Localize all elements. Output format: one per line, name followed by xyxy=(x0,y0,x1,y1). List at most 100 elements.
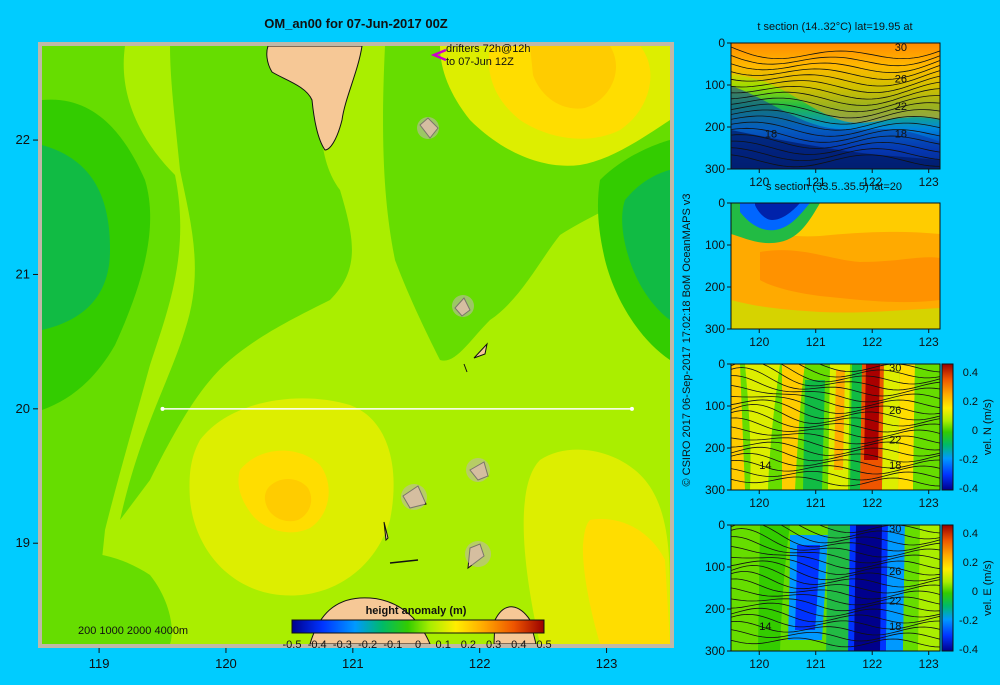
vn-section-panel: 30 26 22 18 14 120 121 122 123 0 100 200 300 0.4 0.2… xyxy=(705,357,994,510)
colorbar-tick-label: -0.2 xyxy=(959,454,978,466)
section-y-tick-label: 200 xyxy=(705,280,725,294)
vn-colorbar-ticks: 0.4 0.2 0 -0.2 -0.4 xyxy=(959,367,978,495)
section-y-tick-label: 100 xyxy=(705,399,725,413)
section-x-tick-label: 121 xyxy=(806,335,826,349)
s-section-panel: s section (33.5..35.5) lat=20 120 121 122 1… xyxy=(705,181,941,349)
section-x-tick-label: 122 xyxy=(862,175,882,189)
vn-section-contour-labels: 30 26 22 18 14 xyxy=(759,362,901,471)
colorbar-tick-label: 0.4 xyxy=(963,528,978,540)
colorbar-tick-label: 0.5 xyxy=(536,639,551,651)
credit-text: © CSIRO 2017 06-Sep-2017 17:02:18 BoM Oc… xyxy=(681,193,693,486)
vn-colorbar xyxy=(941,363,954,491)
contour-label: 22 xyxy=(889,596,901,608)
map-x-tick-label: 121 xyxy=(342,656,364,671)
section-x-tick-label: 123 xyxy=(919,496,939,510)
t-section-contour-labels: 30 26 22 18 18 xyxy=(765,42,907,140)
colorbar-tick-label: -0.3 xyxy=(333,639,352,651)
contour-label: 18 xyxy=(889,460,901,472)
contour-label: 18 xyxy=(889,621,901,633)
contour-label: 30 xyxy=(889,362,901,374)
section-y-tick-label: 100 xyxy=(705,560,725,574)
drifter-track xyxy=(430,48,447,62)
map-x-tick-label: 119 xyxy=(89,656,110,671)
section-x-tick-label: 120 xyxy=(749,657,769,671)
contour-label: 22 xyxy=(895,101,907,113)
section-x-tick-label: 122 xyxy=(862,496,882,510)
map-x-tick-label: 120 xyxy=(215,656,237,671)
map-y-tick-label: 19 xyxy=(16,535,30,550)
contour-label: 30 xyxy=(895,42,907,54)
colorbar-tick-label: 0.3 xyxy=(486,639,501,651)
t-section-panel: t section (14..32°C) lat=19.95 at 30 26 22… xyxy=(705,21,941,189)
map-y-tick-label: 22 xyxy=(16,132,30,147)
colorbar-tick-label: 0.4 xyxy=(963,367,978,379)
colorbar-tick-label: 0 xyxy=(415,639,421,651)
colorbar-tick-label: 0 xyxy=(972,586,978,598)
section-x-tick-label: 121 xyxy=(806,175,826,189)
colorbar-tick-label: -0.1 xyxy=(383,639,402,651)
section-y-tick-label: 0 xyxy=(718,196,725,210)
map-panel: 119 120 121 122 123 19 20 21 22 drifters 72h@12h… xyxy=(16,16,674,671)
colorbar-tick-label: -0.4 xyxy=(959,483,978,495)
colorbar-tick-label: 0.2 xyxy=(963,396,978,408)
section-x-tick-label: 122 xyxy=(862,657,882,671)
ve-colorbar-ticks: 0.4 0.2 0 -0.2 -0.4 xyxy=(959,528,978,656)
section-y-tick-label: 300 xyxy=(705,644,725,658)
section-y-tick-label: 300 xyxy=(705,483,725,497)
island-shelves xyxy=(401,117,491,567)
map-x-tick-label: 123 xyxy=(596,656,618,671)
colorbar-tick-label: -0.4 xyxy=(959,644,978,656)
contour-label: 18 xyxy=(895,128,907,140)
t-section-axes: 120 121 122 123 0 100 200 300 xyxy=(705,36,939,189)
section-y-tick-label: 200 xyxy=(705,441,725,455)
contour-label: 30 xyxy=(889,523,901,535)
colorbar-label: height anomaly (m) xyxy=(366,605,467,617)
colorbar-tick-label: -0.2 xyxy=(959,615,978,627)
bathymetry-legend: 200 1000 2000 4000m xyxy=(78,625,188,637)
drifter-annotation-line-2: to 07-Jun 12Z xyxy=(446,56,514,68)
height-anomaly-field xyxy=(42,46,670,644)
ve-section-panel: 30 26 22 18 14 120 121 122 123 0 100 200 300 0.4 0.2… xyxy=(705,518,994,671)
land-island xyxy=(473,342,488,359)
colorbar-ticks: -0.5 -0.4 -0.3 -0.2 -0.1 0 0.1 0.2 0.3 0.4 0.5 xyxy=(283,639,552,651)
contour-label: 26 xyxy=(895,74,907,86)
ve-colorbar xyxy=(941,524,954,652)
contour-label: 18 xyxy=(765,128,777,140)
height-colorbar xyxy=(291,619,545,634)
colorbar-tick-label: 0.1 xyxy=(436,639,451,651)
vn-section-axes: 120 121 122 123 0 100 200 300 xyxy=(705,357,939,510)
map-y-tick-label: 20 xyxy=(16,401,30,416)
section-x-tick-label: 121 xyxy=(806,496,826,510)
land-taiwan xyxy=(266,46,363,151)
section-x-tick-label: 120 xyxy=(749,175,769,189)
section-x-tick-label: 123 xyxy=(919,175,939,189)
ve-section-axes: 120 121 122 123 0 100 200 300 xyxy=(705,518,939,671)
vn-colorbar-label: vel. N (m/s) xyxy=(982,399,994,455)
s-section-axes: 120 121 122 123 0 100 200 300 xyxy=(705,196,939,349)
colorbar-tick-label: 0.4 xyxy=(511,639,526,651)
section-x-tick-label: 120 xyxy=(749,496,769,510)
ve-colorbar-label: vel. E (m/s) xyxy=(982,560,994,616)
section-y-tick-label: 100 xyxy=(705,78,725,92)
section-x-tick-label: 122 xyxy=(862,335,882,349)
contour-label: 26 xyxy=(889,405,901,417)
colorbar-tick-label: -0.2 xyxy=(358,639,377,651)
section-y-tick-label: 0 xyxy=(718,357,725,371)
section-y-tick-label: 100 xyxy=(705,238,725,252)
contour-label: 22 xyxy=(889,435,901,447)
map-x-tick-label: 122 xyxy=(469,656,491,671)
section-y-tick-label: 300 xyxy=(705,322,725,336)
map-y-tick-label: 21 xyxy=(16,266,30,281)
section-y-tick-label: 200 xyxy=(705,602,725,616)
section-x-tick-label: 123 xyxy=(919,657,939,671)
colorbar-tick-label: -0.4 xyxy=(308,639,327,651)
map-axes: 119 120 121 122 123 19 20 21 22 xyxy=(16,132,618,671)
section-x-tick-label: 121 xyxy=(806,657,826,671)
section-y-tick-label: 200 xyxy=(705,120,725,134)
contour-label: 14 xyxy=(759,621,771,633)
colorbar-tick-label: 0.2 xyxy=(963,557,978,569)
s-section-title: s section (33.5..35.5) lat=20 xyxy=(766,181,902,193)
land-island xyxy=(383,521,389,542)
colorbar-tick-label: 0.2 xyxy=(461,639,476,651)
